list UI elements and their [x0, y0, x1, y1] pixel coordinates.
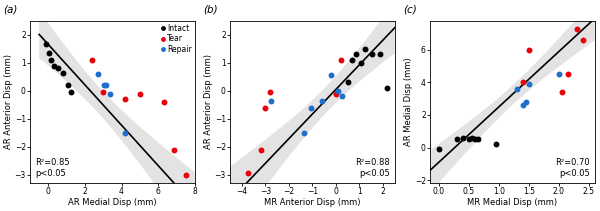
Point [452, 138, 462, 141]
Point [53, 67, 63, 70]
Point [356, 61, 365, 64]
Point [266, 99, 276, 102]
Point [554, 73, 563, 76]
Point [361, 47, 370, 50]
Point [299, 131, 309, 134]
Point [135, 92, 145, 95]
Point [181, 173, 190, 177]
Y-axis label: AR Anterior Disp (mm): AR Anterior Disp (mm) [4, 54, 13, 149]
Point [260, 106, 270, 109]
Point [98, 91, 108, 94]
Point [524, 83, 533, 86]
Point [491, 143, 500, 146]
Point [243, 172, 253, 175]
Point [317, 99, 326, 102]
Point [46, 58, 56, 62]
Point [434, 147, 444, 151]
Point [351, 53, 361, 56]
Point [93, 72, 103, 76]
Point [347, 58, 357, 62]
Point [557, 91, 566, 94]
Point [44, 51, 54, 55]
Point [63, 84, 73, 87]
Point [467, 136, 477, 139]
X-axis label: MR Medial Disp (mm): MR Medial Disp (mm) [467, 198, 557, 207]
Point [100, 84, 109, 87]
Y-axis label: AR Anterior Disp (mm): AR Anterior Disp (mm) [204, 54, 213, 149]
Point [336, 58, 346, 62]
Legend: Intact, Tear, Repair: Intact, Tear, Repair [160, 23, 193, 54]
Point [521, 100, 530, 104]
Point [265, 91, 275, 94]
Point [334, 89, 343, 92]
Point [382, 86, 391, 90]
Text: R²=0.88
p<0.05: R²=0.88 p<0.05 [355, 158, 390, 178]
Point [375, 53, 385, 56]
Point [473, 137, 483, 140]
Point [307, 106, 316, 109]
Text: R²=0.85
p<0.05: R²=0.85 p<0.05 [35, 158, 70, 178]
Text: R²=0.70
p<0.05: R²=0.70 p<0.05 [555, 158, 590, 178]
Point [49, 64, 59, 67]
Text: (b): (b) [203, 4, 218, 14]
X-axis label: AR Medial Disp (mm): AR Medial Disp (mm) [68, 198, 157, 207]
X-axis label: MR Anterior Disp (mm): MR Anterior Disp (mm) [264, 198, 361, 207]
Point [256, 148, 265, 151]
Point [512, 87, 521, 91]
Point [563, 73, 572, 76]
Point [524, 48, 533, 52]
Point [343, 81, 353, 84]
Point [518, 81, 527, 84]
Point [58, 71, 68, 74]
Point [518, 104, 527, 107]
Text: (a): (a) [4, 4, 18, 14]
Text: (c): (c) [404, 4, 418, 14]
Point [464, 138, 474, 141]
Point [121, 131, 130, 134]
Point [101, 84, 111, 87]
Point [368, 53, 377, 56]
Point [169, 148, 179, 151]
Point [572, 27, 581, 30]
Point [67, 91, 76, 94]
Point [458, 136, 468, 139]
Point [337, 95, 347, 98]
Point [331, 92, 341, 95]
Point [121, 97, 130, 101]
Point [159, 100, 169, 104]
Point [105, 92, 115, 95]
Point [578, 38, 587, 42]
Point [470, 138, 480, 141]
Point [326, 74, 336, 77]
Point [41, 43, 51, 46]
Point [88, 58, 97, 62]
Y-axis label: AR Medial Disp (mm): AR Medial Disp (mm) [404, 58, 413, 146]
